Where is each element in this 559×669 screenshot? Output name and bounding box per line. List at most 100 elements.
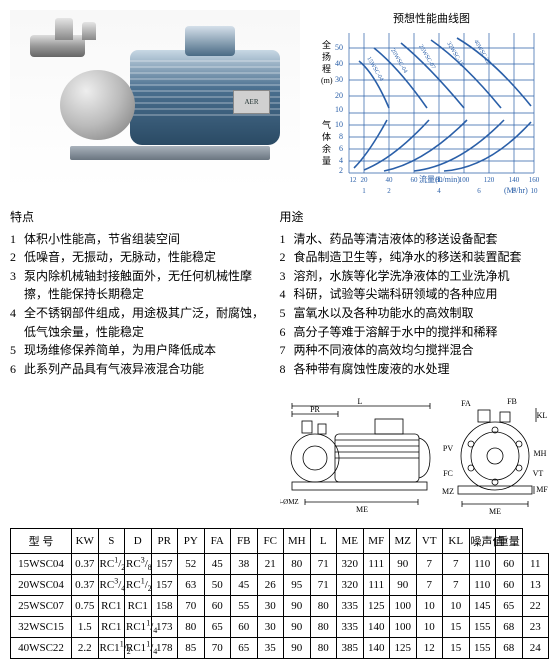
- table-cell: 80: [310, 617, 337, 638]
- svg-text:10: 10: [335, 120, 343, 129]
- svg-text:FC: FC: [443, 469, 453, 478]
- svg-text:20: 20: [361, 176, 369, 184]
- table-cell: 35: [257, 638, 284, 659]
- table-cell: 111: [363, 554, 390, 575]
- svg-text:余: 余: [322, 143, 331, 154]
- list-item: 4全不锈钢部件组成，用途极其广泛，耐腐蚀，低气蚀余量，性能稳定: [10, 304, 266, 341]
- list-item: 3泵内除机械轴封接触面外，无任何机械性摩擦，性能保持长期稳定: [10, 267, 266, 304]
- table-cell: 7: [416, 554, 443, 575]
- table-cell: 90: [390, 575, 417, 596]
- table-cell: 32WSC15: [11, 617, 72, 638]
- table-cell: 21: [257, 554, 284, 575]
- table-cell: 60: [496, 575, 523, 596]
- uses-heading: 用途: [280, 208, 550, 227]
- svg-text:10: 10: [531, 187, 539, 195]
- table-header: S: [98, 529, 125, 554]
- table-cell: 145: [469, 596, 496, 617]
- table-header: KL: [443, 529, 470, 554]
- table-cell: 65: [204, 617, 231, 638]
- table-cell: 125: [363, 596, 390, 617]
- svg-text:20WSC-04: 20WSC-04: [389, 48, 408, 74]
- table-cell: 70: [178, 596, 205, 617]
- table-cell: 10: [416, 596, 443, 617]
- svg-text:140: 140: [509, 176, 520, 184]
- table-cell: 63: [178, 575, 205, 596]
- table-cell: 100: [390, 596, 417, 617]
- table-cell: 7: [416, 575, 443, 596]
- svg-text:气: 气: [322, 119, 331, 130]
- table-cell: 10: [416, 617, 443, 638]
- table-cell: 11: [522, 554, 549, 575]
- table-header: 噪声值: [469, 529, 496, 554]
- table-cell: 52: [178, 554, 205, 575]
- table-cell: 30: [257, 617, 284, 638]
- svg-text:10: 10: [335, 105, 343, 114]
- svg-text:(m): (m): [321, 76, 333, 85]
- svg-text:L: L: [357, 397, 362, 406]
- table-cell: 65: [496, 596, 523, 617]
- table-cell: 80: [310, 596, 337, 617]
- table-cell: RC3/4: [98, 575, 125, 596]
- table-header: 重量: [496, 529, 523, 554]
- svg-text:20: 20: [335, 91, 343, 100]
- table-cell: 140: [363, 638, 390, 659]
- table-cell: 0.37: [72, 575, 99, 596]
- table-cell: 157: [151, 554, 178, 575]
- table-cell: 60: [231, 617, 258, 638]
- list-item: 7两种不同液体的高效均匀搅拌混合: [280, 341, 550, 360]
- table-cell: 155: [469, 638, 496, 659]
- svg-text:40WSC-22: 40WSC-22: [472, 39, 491, 65]
- table-row: 32WSC151.5RC1RC11/4173806560309080335140…: [11, 617, 549, 638]
- svg-text:PV: PV: [442, 444, 452, 453]
- table-header: MH: [284, 529, 311, 554]
- table-cell: 158: [151, 596, 178, 617]
- table-cell: 24: [522, 638, 549, 659]
- table-cell: 15: [443, 638, 470, 659]
- table-cell: 320: [337, 575, 364, 596]
- table-cell: 30: [257, 596, 284, 617]
- svg-text:MF: MF: [536, 485, 548, 494]
- svg-text:4: 4: [339, 156, 343, 165]
- table-cell: 40WSC22: [11, 638, 72, 659]
- features-list: 1体积小性能高，节省组装空间2低噪音，无振动，无脉动，性能稳定3泵内除机械轴封接…: [10, 230, 266, 379]
- table-cell: 15WSC04: [11, 554, 72, 575]
- table-cell: 45: [231, 575, 258, 596]
- list-item: 1体积小性能高，节省组装空间: [10, 230, 266, 249]
- table-cell: 45: [204, 554, 231, 575]
- svg-text:100: 100: [459, 176, 470, 184]
- table-cell: 0.75: [72, 596, 99, 617]
- svg-text:8: 8: [339, 132, 343, 141]
- uses-column: 用途 1清水、药品等清洁液体的移送设备配套2食品制造卫生等，纯净水的移送和装置配…: [280, 208, 550, 516]
- list-item: 4科研，试验等尖端科研领域的各种应用: [280, 285, 550, 304]
- uses-list: 1清水、药品等清洁液体的移送设备配套2食品制造卫生等，纯净水的移送和装置配套3溶…: [280, 230, 550, 379]
- svg-text:4: 4: [437, 187, 441, 195]
- list-item: 5现场维修保养简单，为用户降低成本: [10, 341, 266, 360]
- table-header: FC: [257, 529, 284, 554]
- table-cell: 10: [443, 596, 470, 617]
- table-body: 15WSC040.37RC1/2RC3/81575245382180713201…: [11, 554, 549, 659]
- svg-text:FB: FB: [507, 397, 517, 406]
- svg-text:VT: VT: [532, 469, 543, 478]
- table-row: 20WSC040.37RC3/4RC1/21576350452695713201…: [11, 575, 549, 596]
- list-item: 6高分子等难于溶解于水中的搅拌和稀释: [280, 323, 550, 342]
- table-cell: 90: [284, 617, 311, 638]
- table-header: MZ: [390, 529, 417, 554]
- table-cell: 20WSC04: [11, 575, 72, 596]
- svg-text:50: 50: [335, 43, 343, 52]
- svg-text:PR: PR: [310, 405, 320, 414]
- table-cell: 7: [443, 575, 470, 596]
- features-heading: 特点: [10, 208, 266, 227]
- table-header: VT: [416, 529, 443, 554]
- features-column: 特点 1体积小性能高，节省组装空间2低噪音，无振动，无脉动，性能稳定3泵内除机械…: [10, 208, 266, 516]
- table-cell: 155: [469, 617, 496, 638]
- svg-text:全: 全: [322, 39, 331, 50]
- table-cell: 110: [469, 554, 496, 575]
- table-cell: 80: [310, 638, 337, 659]
- list-item: 1清水、药品等清洁液体的移送设备配套: [280, 230, 550, 249]
- list-item: 6此系列产品具有气液异液混合功能: [10, 360, 266, 379]
- svg-text:MH: MH: [533, 449, 546, 458]
- table-cell: 22: [522, 596, 549, 617]
- table-cell: RC1/2: [125, 575, 152, 596]
- table-cell: 90: [284, 596, 311, 617]
- table-cell: 13: [522, 575, 549, 596]
